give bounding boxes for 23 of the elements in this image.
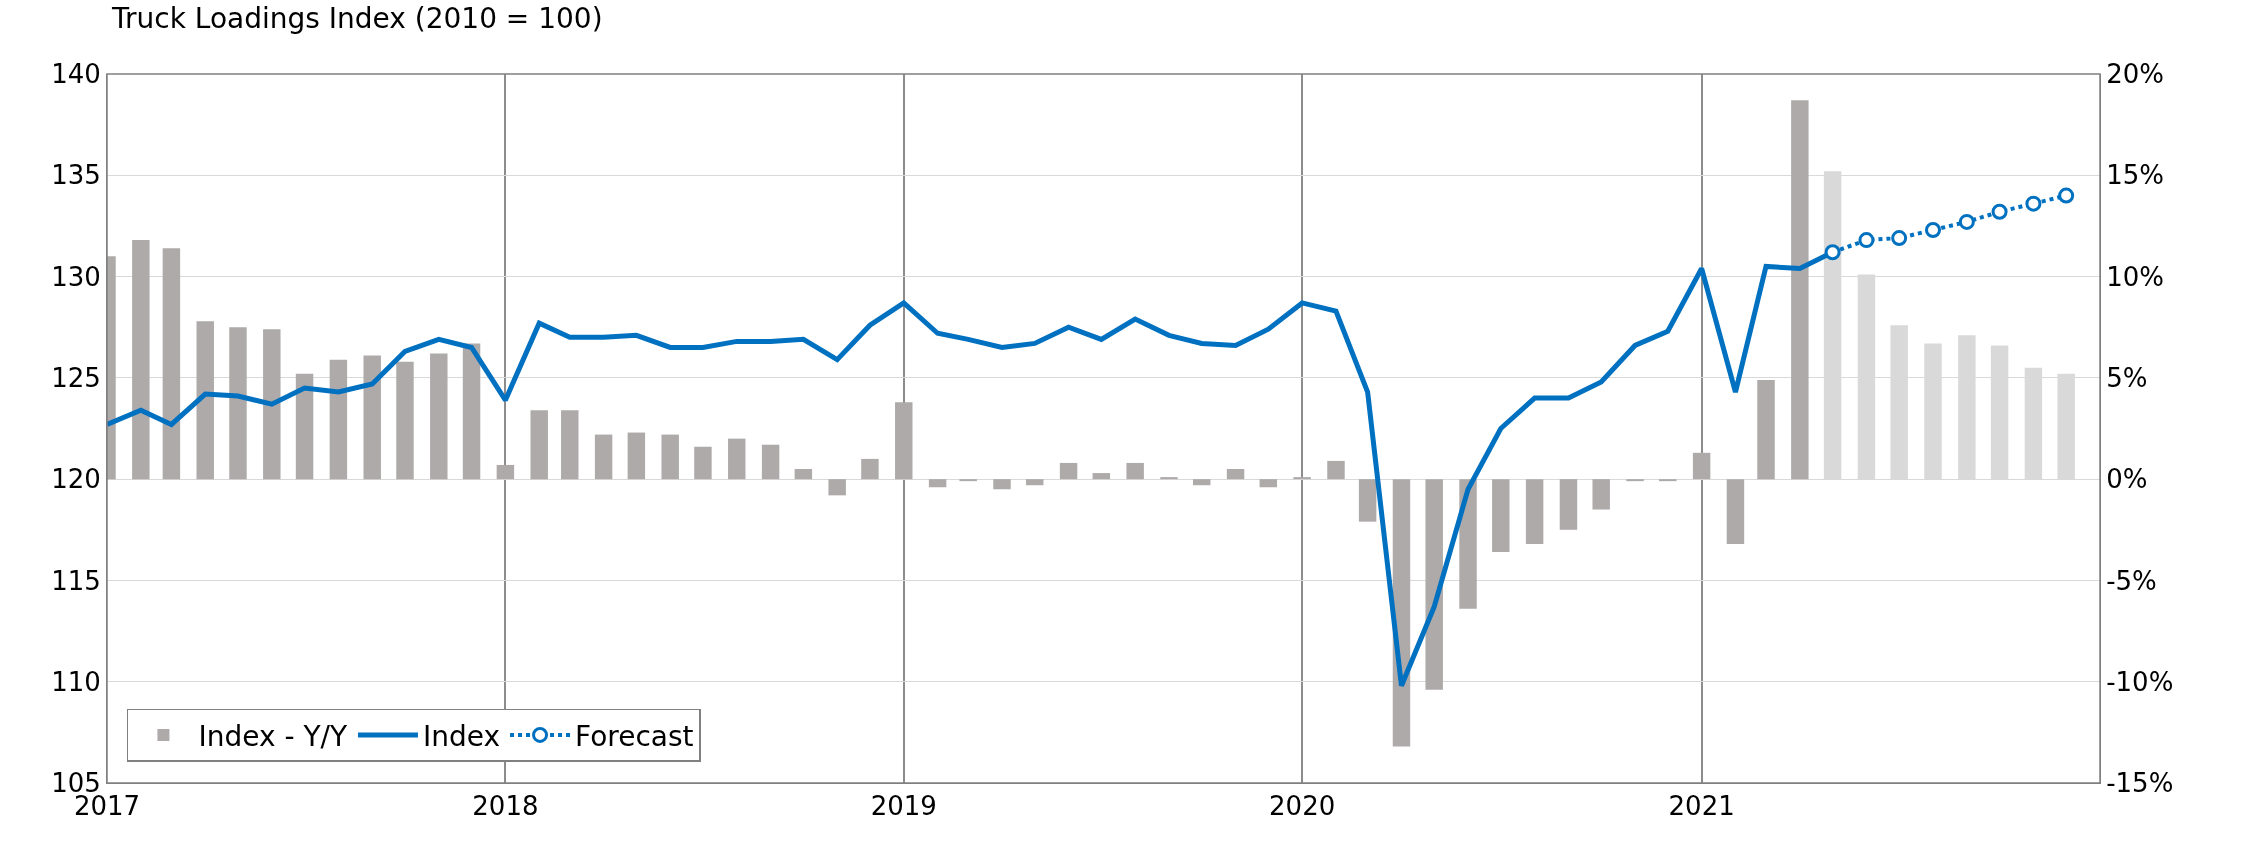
y2-tick-label: -5% (2106, 565, 2157, 596)
y-tick-label: 135 (51, 160, 101, 191)
x-tick-label: 2020 (1269, 791, 1336, 822)
y2-tick-label: -15% (2106, 768, 2174, 799)
y-tick-label: 125 (51, 362, 101, 393)
y-tick-label: 140 (51, 59, 101, 90)
legend-label: Index (422, 719, 501, 753)
chart-title: Truck Loadings Index (2010 = 100) (111, 2, 603, 36)
x-tick-label: 2019 (870, 791, 937, 822)
legend-label: Forecast (575, 719, 694, 753)
x-tick-label: 2018 (472, 791, 539, 822)
y2-tick-label: 15% (2106, 160, 2164, 191)
y-tick-label: 120 (51, 464, 101, 495)
y-tick-label: 130 (51, 261, 101, 292)
y-tick-label: 115 (51, 565, 101, 596)
y2-tick-label: 5% (2106, 362, 2148, 393)
y-tick-label: 110 (51, 666, 101, 697)
y2-tick-label: 10% (2106, 261, 2164, 292)
y2-tick-label: 0% (2106, 464, 2148, 495)
y2-tick-label: 20% (2106, 59, 2164, 90)
legend-label: Index - Y/Y (198, 719, 348, 753)
x-tick-label: 2021 (1668, 791, 1735, 822)
y2-tick-label: -10% (2106, 666, 2174, 697)
